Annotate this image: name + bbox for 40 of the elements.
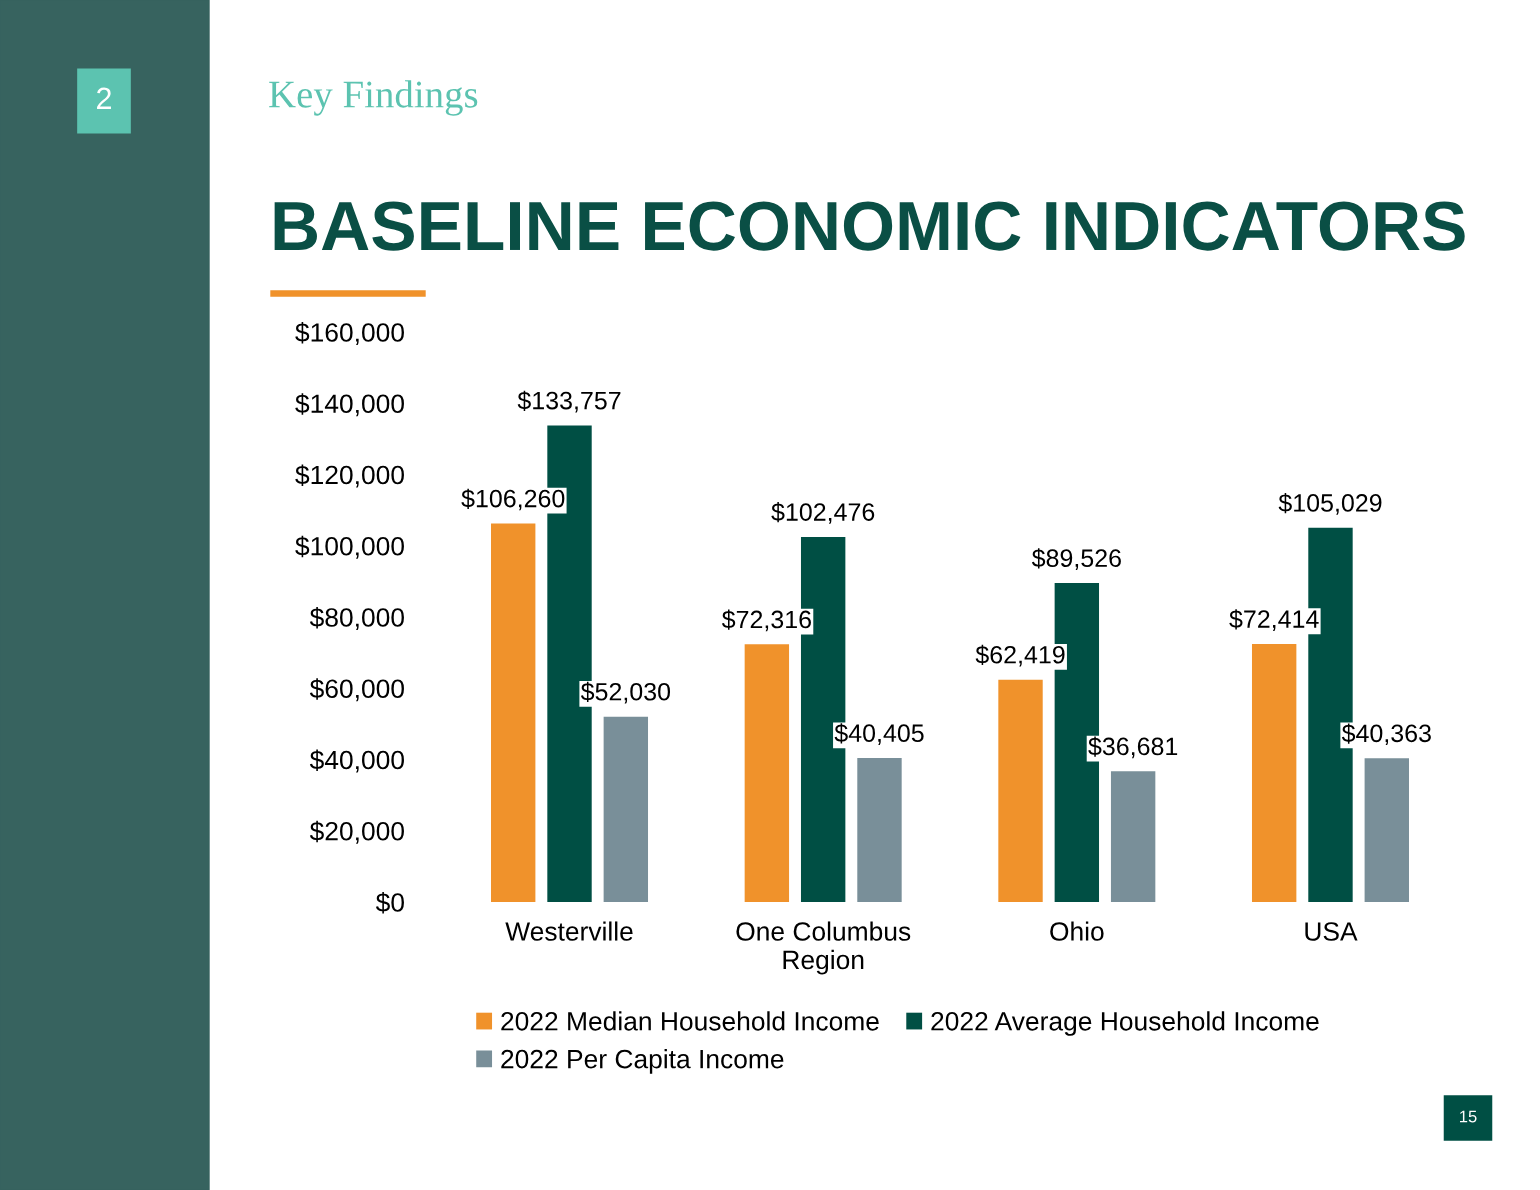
x-tick-label: Westerville xyxy=(505,921,633,941)
data-label: $52,030 xyxy=(580,681,671,704)
data-label: $72,316 xyxy=(721,609,811,632)
y-tick-label: $120,000 xyxy=(295,464,404,488)
legend-label: 2022 Median Household Income xyxy=(501,1011,879,1031)
text: 2 xyxy=(97,87,111,109)
legend-label: 2022 Average Household Income xyxy=(931,1011,1319,1036)
y-tick-label: $160,000 xyxy=(295,322,404,345)
data-label: $72,414 xyxy=(1229,609,1319,631)
y-tick-label: $100,000 xyxy=(295,535,404,559)
text: 15 xyxy=(1460,1110,1477,1123)
data-label: $89,526 xyxy=(1031,548,1121,570)
data-label: $106,260 xyxy=(461,488,565,511)
bar xyxy=(744,644,790,902)
bar xyxy=(603,716,649,902)
x-tick-label: One Columbus Region xyxy=(736,921,911,975)
y-tick-label: $0 xyxy=(375,892,404,914)
chart-title: BASELINE ECONOMIC INDICATORS xyxy=(274,201,1465,251)
data-label: $40,363 xyxy=(1341,723,1431,746)
data-label: $36,681 xyxy=(1088,736,1178,759)
y-tick-label: $40,000 xyxy=(309,749,404,773)
chart-subtitle: Key Findings xyxy=(269,80,478,116)
data-label: $40,405 xyxy=(834,723,924,745)
y-tick-label: $140,000 xyxy=(295,393,404,417)
y-tick-label: $60,000 xyxy=(309,678,404,702)
bar xyxy=(998,679,1043,902)
bar xyxy=(1364,758,1409,902)
x-tick-label: Ohio xyxy=(1050,921,1104,941)
bar xyxy=(1110,771,1156,902)
data-label: $105,029 xyxy=(1278,493,1382,515)
bar xyxy=(491,523,536,902)
x-tick-label: USA xyxy=(1305,922,1358,941)
data-label: $133,757 xyxy=(517,390,621,413)
y-tick-label: $20,000 xyxy=(309,820,404,844)
y-tick-label: $80,000 xyxy=(309,607,404,630)
data-label: $62,419 xyxy=(975,644,1065,667)
bar xyxy=(1251,644,1297,902)
bar xyxy=(857,758,902,902)
data-label: $102,476 xyxy=(771,502,875,524)
legend-label: 2022 Per Capita Income xyxy=(501,1049,784,1074)
